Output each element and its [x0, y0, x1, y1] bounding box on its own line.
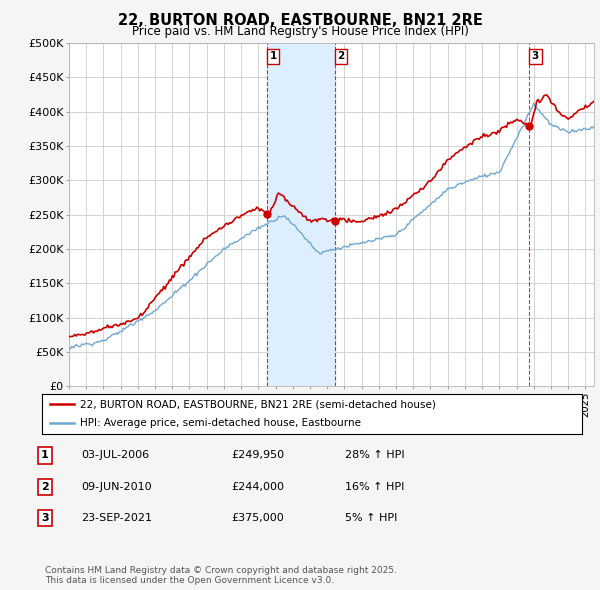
Text: £375,000: £375,000	[231, 513, 284, 523]
Text: 22, BURTON ROAD, EASTBOURNE, BN21 2RE (semi-detached house): 22, BURTON ROAD, EASTBOURNE, BN21 2RE (s…	[80, 399, 436, 409]
Text: 1: 1	[269, 51, 277, 61]
Bar	[267, 43, 335, 386]
Text: 3: 3	[41, 513, 49, 523]
Text: 28% ↑ HPI: 28% ↑ HPI	[345, 451, 404, 460]
Text: 5% ↑ HPI: 5% ↑ HPI	[345, 513, 397, 523]
Text: Contains HM Land Registry data © Crown copyright and database right 2025.
This d: Contains HM Land Registry data © Crown c…	[45, 566, 397, 585]
Text: 2: 2	[41, 482, 49, 491]
Text: 09-JUN-2010: 09-JUN-2010	[81, 482, 152, 491]
Text: 1: 1	[41, 451, 49, 460]
Text: £249,950: £249,950	[231, 451, 284, 460]
Text: 23-SEP-2021: 23-SEP-2021	[81, 513, 152, 523]
Text: HPI: Average price, semi-detached house, Eastbourne: HPI: Average price, semi-detached house,…	[80, 418, 361, 428]
Text: 3: 3	[532, 51, 539, 61]
Text: 16% ↑ HPI: 16% ↑ HPI	[345, 482, 404, 491]
Text: 22, BURTON ROAD, EASTBOURNE, BN21 2RE: 22, BURTON ROAD, EASTBOURNE, BN21 2RE	[118, 13, 482, 28]
Text: Price paid vs. HM Land Registry's House Price Index (HPI): Price paid vs. HM Land Registry's House …	[131, 25, 469, 38]
Text: £244,000: £244,000	[231, 482, 284, 491]
Text: 2: 2	[337, 51, 344, 61]
Text: 03-JUL-2006: 03-JUL-2006	[81, 451, 149, 460]
